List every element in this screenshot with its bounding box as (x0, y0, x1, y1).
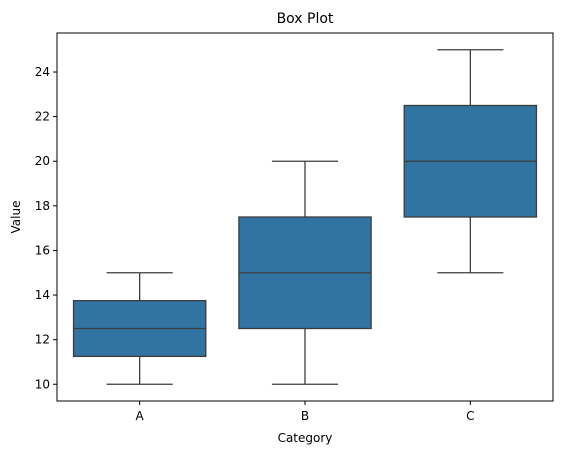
x-axis-label: Category (278, 431, 333, 445)
box-B (238, 160, 372, 385)
x-tick-label: C (466, 409, 474, 423)
y-tick-label: 20 (35, 154, 50, 168)
y-tick-label: 10 (35, 377, 50, 391)
chart-title: Box Plot (277, 11, 334, 27)
y-tick-label: 22 (35, 110, 50, 124)
box-A (72, 272, 207, 385)
y-tick-label: 14 (35, 288, 50, 302)
box-C (403, 49, 538, 274)
y-tick-label: 18 (35, 199, 50, 213)
x-tick-label: B (301, 409, 309, 423)
plot-area (56, 32, 554, 402)
y-axis: 10 12 14 16 18 20 22 24 (35, 65, 57, 391)
y-tick-label: 24 (35, 65, 50, 79)
x-tick-label: A (136, 409, 145, 423)
y-tick-label: 12 (35, 333, 50, 347)
y-axis-label: Value (9, 201, 23, 234)
y-tick-label: 16 (35, 243, 50, 257)
x-axis: A B C (136, 401, 475, 423)
